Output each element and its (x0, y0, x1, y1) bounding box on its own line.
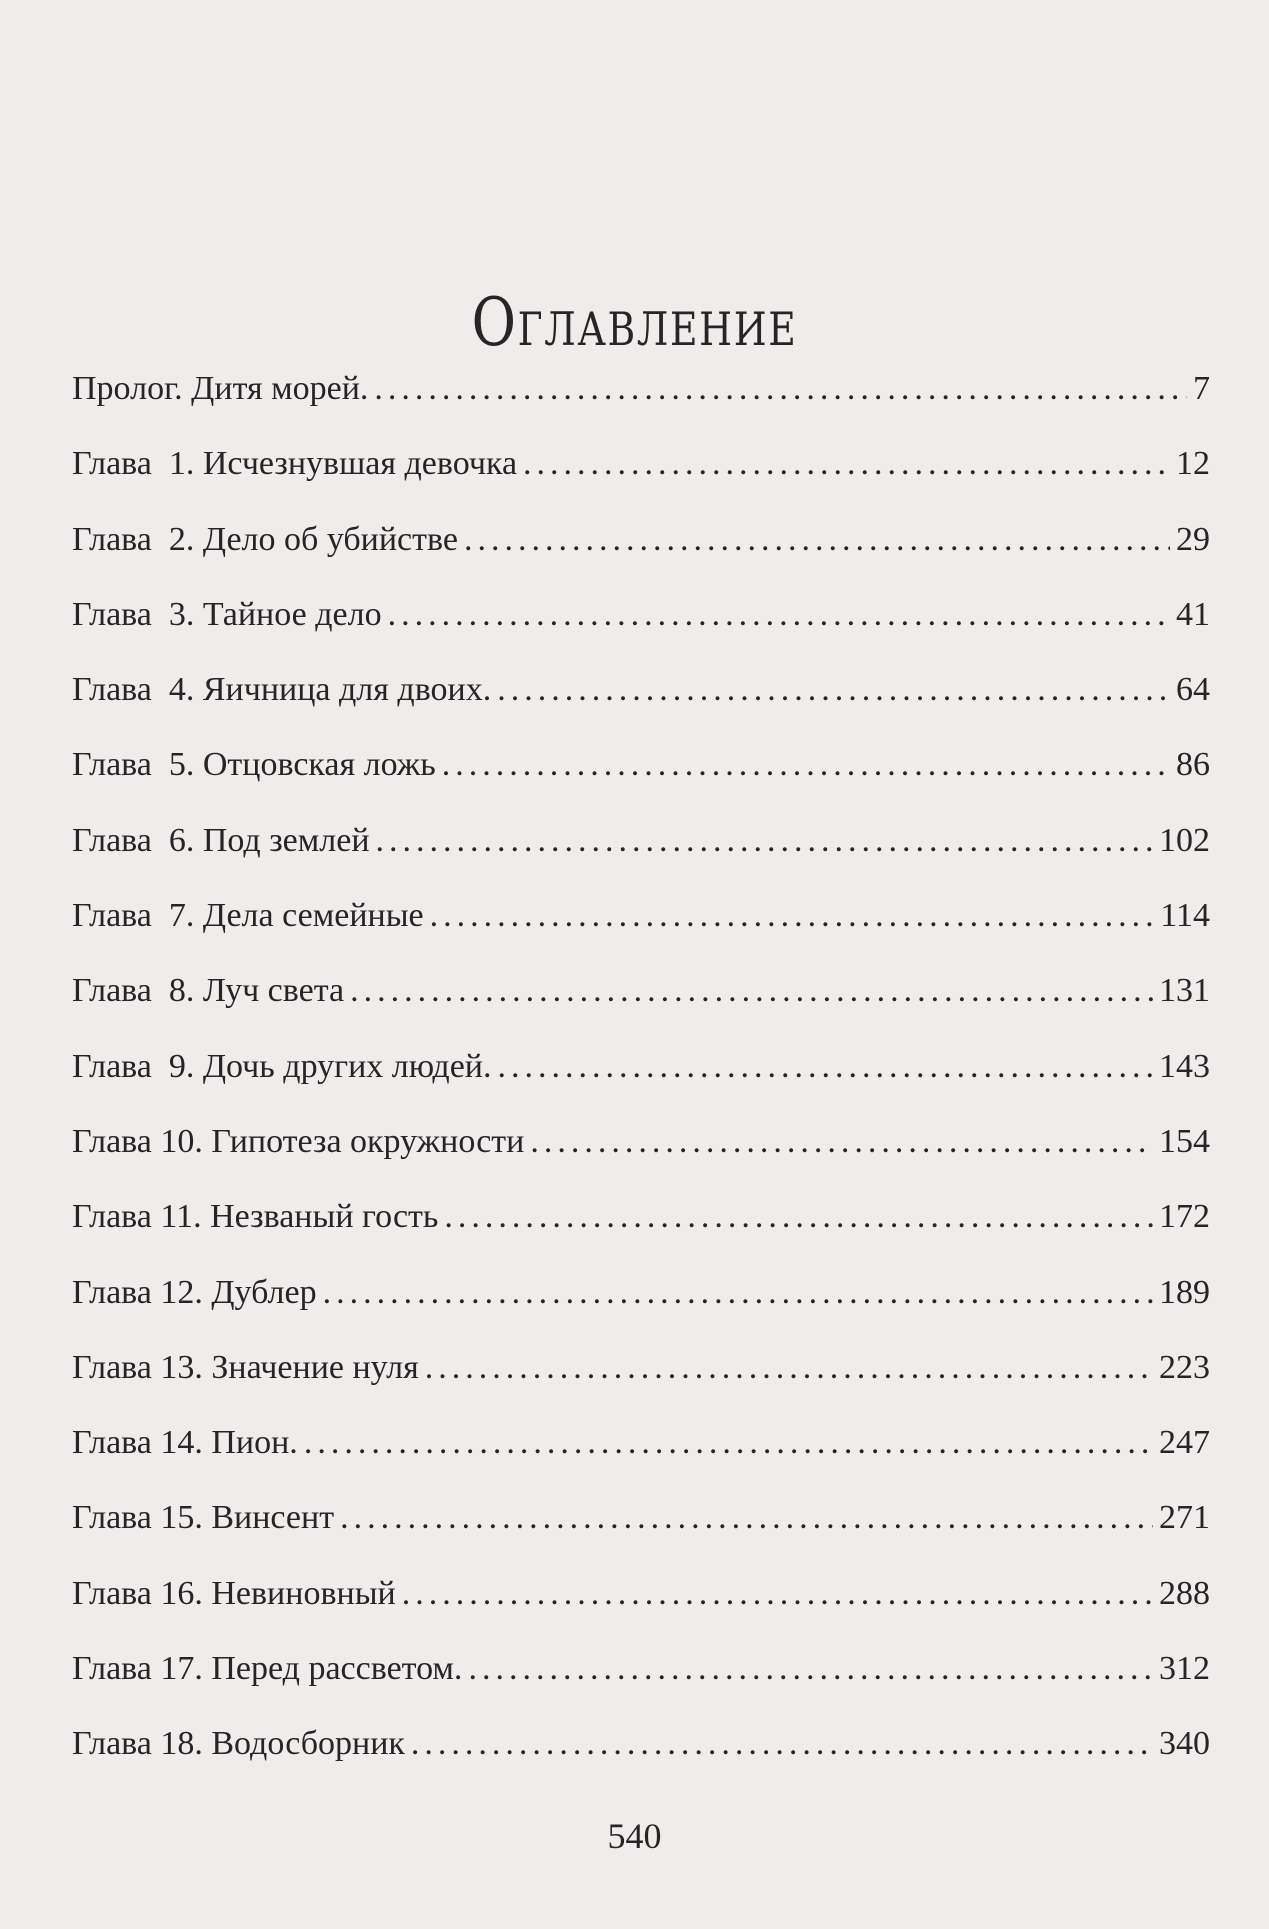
dot-leader (530, 1123, 1153, 1161)
toc-entry-page: 102 (1159, 821, 1210, 859)
toc-entry-page: 86 (1176, 746, 1210, 784)
toc-entry-label: Глава 16. Невиновный (72, 1574, 396, 1612)
toc-entry-page: 288 (1159, 1574, 1210, 1612)
toc-entry-page: 312 (1159, 1650, 1210, 1688)
toc-entry-label: Глава 10. Гипотеза окружности (72, 1122, 525, 1160)
toc-entry: Глава 4. Яичница для двоих. 64 (72, 671, 1210, 746)
page-number: 540 (607, 1816, 662, 1856)
toc-entry-label: Глава 3. Тайное дело (72, 595, 382, 633)
toc-entry-label: Глава 2. Дело об убийстве (72, 520, 458, 558)
toc-entry: Глава 13. Значение нуля 223 (72, 1349, 1210, 1424)
toc-entry: Глава 1. Исчезнувшая девочка 12 (72, 445, 1210, 520)
toc-entry-page: 41 (1176, 595, 1210, 633)
toc-entry-label: Глава 13. Значение нуля (72, 1348, 419, 1386)
dot-leader (425, 1349, 1153, 1387)
dot-leader (323, 1274, 1153, 1312)
dot-leader (340, 1499, 1153, 1537)
toc-entry: Глава 15. Винсент 271 (72, 1499, 1210, 1574)
toc-entry-label: Глава 14. Пион. (72, 1424, 298, 1462)
dot-leader (376, 822, 1153, 860)
toc-entry-label: Пролог. Дитя морей. (72, 370, 369, 407)
toc-entry: Глава 12. Дублер 189 (72, 1274, 1210, 1349)
toc-entry-page: 154 (1159, 1122, 1210, 1160)
dot-leader (468, 1650, 1153, 1688)
toc-entry: Глава 10. Гипотеза окружности 154 (72, 1123, 1210, 1198)
toc-entry-page: 12 (1176, 445, 1210, 483)
toc-entry-label: Глава 6. Под землей (72, 821, 370, 859)
toc-entry-page: 143 (1159, 1047, 1210, 1085)
toc-entry-label: Глава 5. Отцовская ложь (72, 746, 436, 784)
page-title: Оглавление (471, 284, 798, 362)
toc-entry: Глава 18. Водосборник 340 (72, 1725, 1210, 1800)
toc-entry: Глава 14. Пион. 247 (72, 1424, 1210, 1499)
dot-leader (442, 746, 1170, 784)
toc-entry-page: 189 (1159, 1273, 1210, 1311)
dot-leader (374, 370, 1187, 408)
toc-entry-page: 7 (1193, 370, 1210, 407)
toc-entry: Глава 7. Дела семейные 114 (72, 897, 1210, 972)
dot-leader (498, 1048, 1154, 1086)
toc-entry-page: 29 (1176, 520, 1210, 558)
toc-entry-label: Глава 9. Дочь других людей. (72, 1047, 492, 1085)
dot-leader (304, 1424, 1153, 1462)
toc-entry: Глава 5. Отцовская ложь 86 (72, 746, 1210, 821)
dot-leader (523, 445, 1170, 483)
toc-entry: Глава 8. Луч света 131 (72, 972, 1210, 1047)
dot-leader (350, 972, 1153, 1010)
toc-entry-label: Глава 11. Незваный гость (72, 1198, 439, 1236)
toc-entry: Глава 17. Перед рассветом. 312 (72, 1650, 1210, 1725)
toc-entry-page: 340 (1159, 1725, 1210, 1763)
dot-leader (464, 521, 1170, 559)
toc-entry-label: Глава 18. Водосборник (72, 1725, 405, 1763)
toc-entry-label: Глава 4. Яичница для двоих. (72, 671, 492, 709)
toc-entry: Глава 11. Незваный гость 172 (72, 1198, 1210, 1273)
dot-leader (388, 596, 1170, 634)
toc-entry: Глава 9. Дочь других людей. 143 (72, 1048, 1210, 1123)
toc-entry-label: Глава 15. Винсент (72, 1499, 335, 1537)
toc-entry: Глава 3. Тайное дело 41 (72, 596, 1210, 671)
toc-entry-page: 131 (1159, 972, 1210, 1010)
toc-entry-page: 223 (1159, 1348, 1210, 1386)
toc-entry-label: Глава 7. Дела семейные (72, 897, 424, 935)
dot-leader (497, 671, 1170, 709)
toc-entry-page: 64 (1176, 671, 1210, 709)
toc-entry-label: Глава 8. Луч света (72, 972, 345, 1010)
toc-entry: Глава 2. Дело об убийстве 29 (72, 521, 1210, 596)
toc-entry-page: 247 (1159, 1424, 1210, 1462)
toc-entry-page: 271 (1159, 1499, 1210, 1537)
dot-leader (444, 1198, 1153, 1236)
dot-leader (411, 1725, 1153, 1763)
toc-entry: Глава 6. Под землей 102 (72, 822, 1210, 897)
toc-entry-label: Глава 17. Перед рассветом. (72, 1650, 463, 1688)
toc-entry-label: Глава 12. Дублер (72, 1273, 317, 1311)
toc-entry-label: Глава 1. Исчезнувшая девочка (72, 445, 518, 483)
toc-entry-page: 172 (1159, 1198, 1210, 1236)
toc-entry: Глава 16. Невиновный 288 (72, 1575, 1210, 1650)
table-of-contents: Пролог. Дитя морей. 7 Глава 1. Исчезнувшая… (72, 370, 1210, 1801)
toc-entry-page: 114 (1160, 897, 1210, 935)
dot-leader (430, 897, 1155, 935)
dot-leader (402, 1575, 1153, 1613)
toc-entry: Пролог. Дитя морей. 7 (72, 370, 1210, 445)
